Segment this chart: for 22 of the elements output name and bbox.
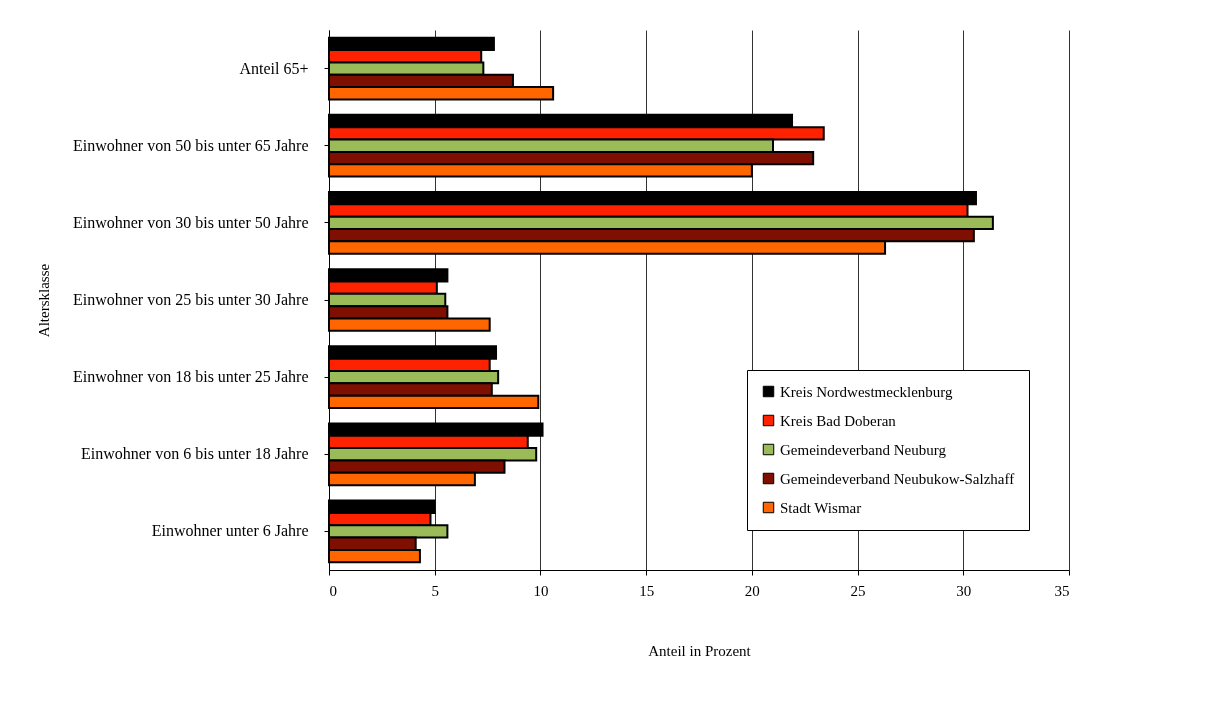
x-tick-label: 35: [1054, 582, 1070, 599]
legend-label: Stadt Wismar: [780, 499, 862, 516]
y-axis-title: Altersklasse: [35, 263, 52, 338]
y-tick-label: Anteil 65+: [239, 59, 309, 77]
legend-label: Kreis Nordwestmecklenburg: [780, 383, 954, 400]
x-tick-label: 0: [329, 582, 337, 599]
legend-label: Gemeindeverband Neuburg: [780, 441, 947, 458]
x-tick-label: 5: [431, 582, 439, 599]
x-tick-label: 25: [850, 582, 866, 599]
x-tick-label: 20: [744, 582, 760, 599]
x-tick-label: 30: [956, 582, 972, 599]
y-tick-label: Einwohner von 50 bis unter 65 Jahre: [72, 136, 309, 154]
y-tick-label: Einwohner von 25 bis unter 30 Jahre: [72, 291, 309, 308]
legend-label: Kreis Bad Doberan: [780, 412, 897, 429]
y-tick-label: Einwohner von 30 bis unter 50 Jahre: [72, 213, 309, 231]
y-tick-label: Einwohner von 6 bis unter 18 Jahre: [80, 445, 309, 463]
legend-label: Gemeindeverband Neubukow-Salzhaff: [780, 470, 1015, 487]
x-tick-label: 10: [533, 582, 549, 599]
x-axis-title: Anteil in Prozent: [648, 642, 752, 659]
y-tick-label: Einwohner unter 6 Jahre: [151, 522, 309, 540]
y-tick-label: Einwohner von 18 bis unter 25 Jahre: [72, 368, 309, 386]
x-tick-label: 15: [639, 582, 655, 599]
